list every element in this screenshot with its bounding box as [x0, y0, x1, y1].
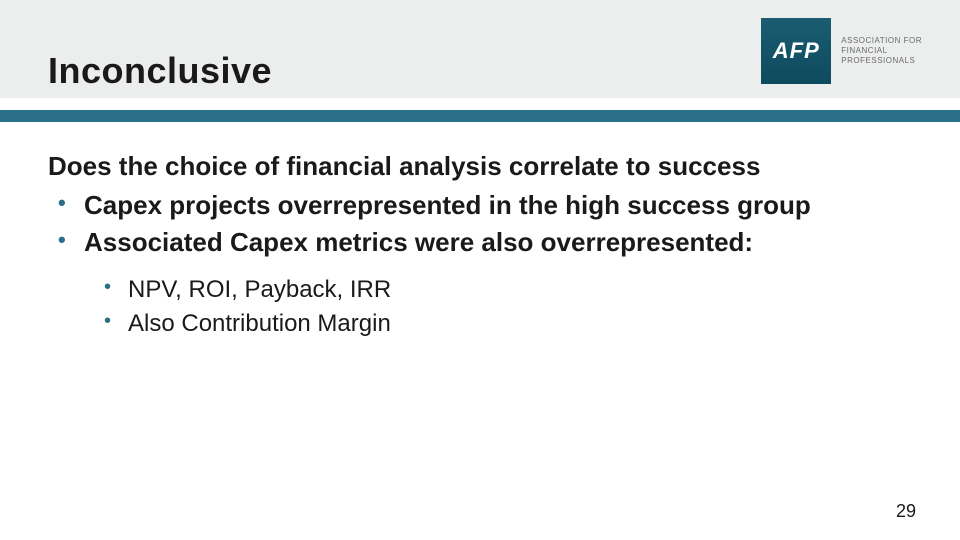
- logo-line-3: PROFESSIONALS: [841, 56, 922, 66]
- list-item: Capex projects overrepresented in the hi…: [48, 189, 918, 222]
- list-item: Also Contribution Margin: [94, 307, 918, 341]
- logo-line-1: ASSOCIATION FOR: [841, 36, 922, 46]
- slide: Inconclusive AFP ASSOCIATION FOR FINANCI…: [0, 0, 960, 540]
- top-bullet-list: Capex projects overrepresented in the hi…: [48, 189, 918, 260]
- lead-question: Does the choice of financial analysis co…: [48, 150, 918, 183]
- logo-line-2: FINANCIAL: [841, 46, 922, 56]
- logo-association-text: ASSOCIATION FOR FINANCIAL PROFESSIONALS: [841, 36, 922, 66]
- list-item: NPV, ROI, Payback, IRR: [94, 273, 918, 307]
- afp-logo-icon: AFP: [761, 18, 831, 84]
- sub-bullet-list: NPV, ROI, Payback, IRR Also Contribution…: [94, 273, 918, 340]
- logo-block: AFP ASSOCIATION FOR FINANCIAL PROFESSION…: [761, 18, 922, 84]
- slide-title: Inconclusive: [48, 50, 272, 92]
- content-area: Does the choice of financial analysis co…: [48, 150, 918, 340]
- page-number: 29: [896, 501, 916, 522]
- accent-bar: [0, 110, 960, 122]
- list-item: Associated Capex metrics were also overr…: [48, 226, 918, 259]
